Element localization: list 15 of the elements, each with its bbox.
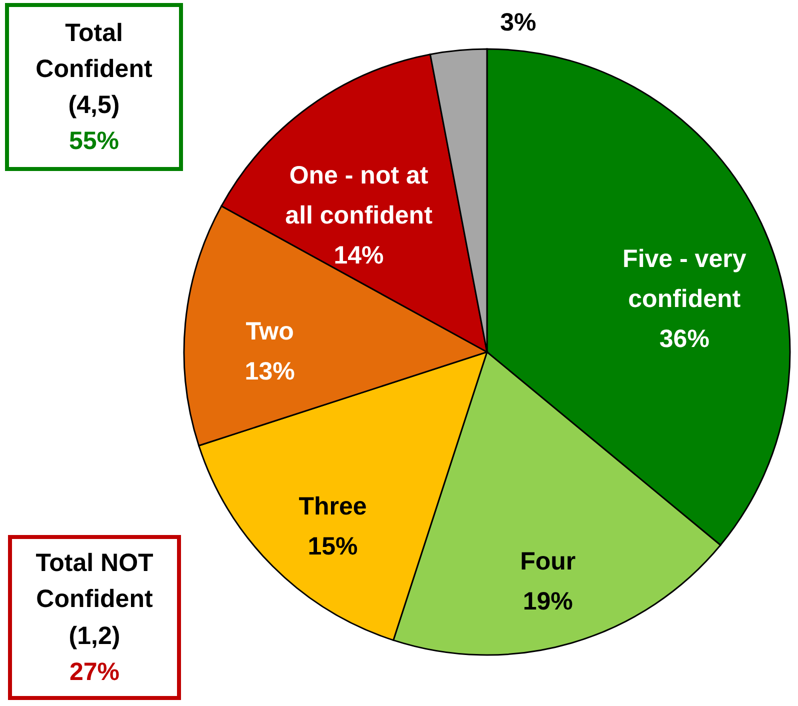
data-label: 3%	[500, 8, 536, 36]
text: Total NOT Confident (1,2)	[34, 548, 154, 652]
data-label: 14%	[334, 242, 384, 270]
text: 27%	[68, 656, 121, 688]
text: 55%	[68, 126, 120, 158]
slice-label: Three	[298, 492, 367, 520]
slice-label: Two	[246, 317, 294, 346]
data-label: 13%	[244, 357, 295, 386]
text: Total Confident (4,5)	[34, 18, 154, 121]
data-label: 36%	[659, 325, 710, 354]
data-label: 15%	[308, 532, 358, 560]
slice-label: Five - very confident	[622, 245, 746, 314]
slice-label: One - not at all confident	[285, 162, 434, 230]
slice-label: Four	[520, 548, 576, 576]
data-label: 19%	[522, 588, 573, 616]
